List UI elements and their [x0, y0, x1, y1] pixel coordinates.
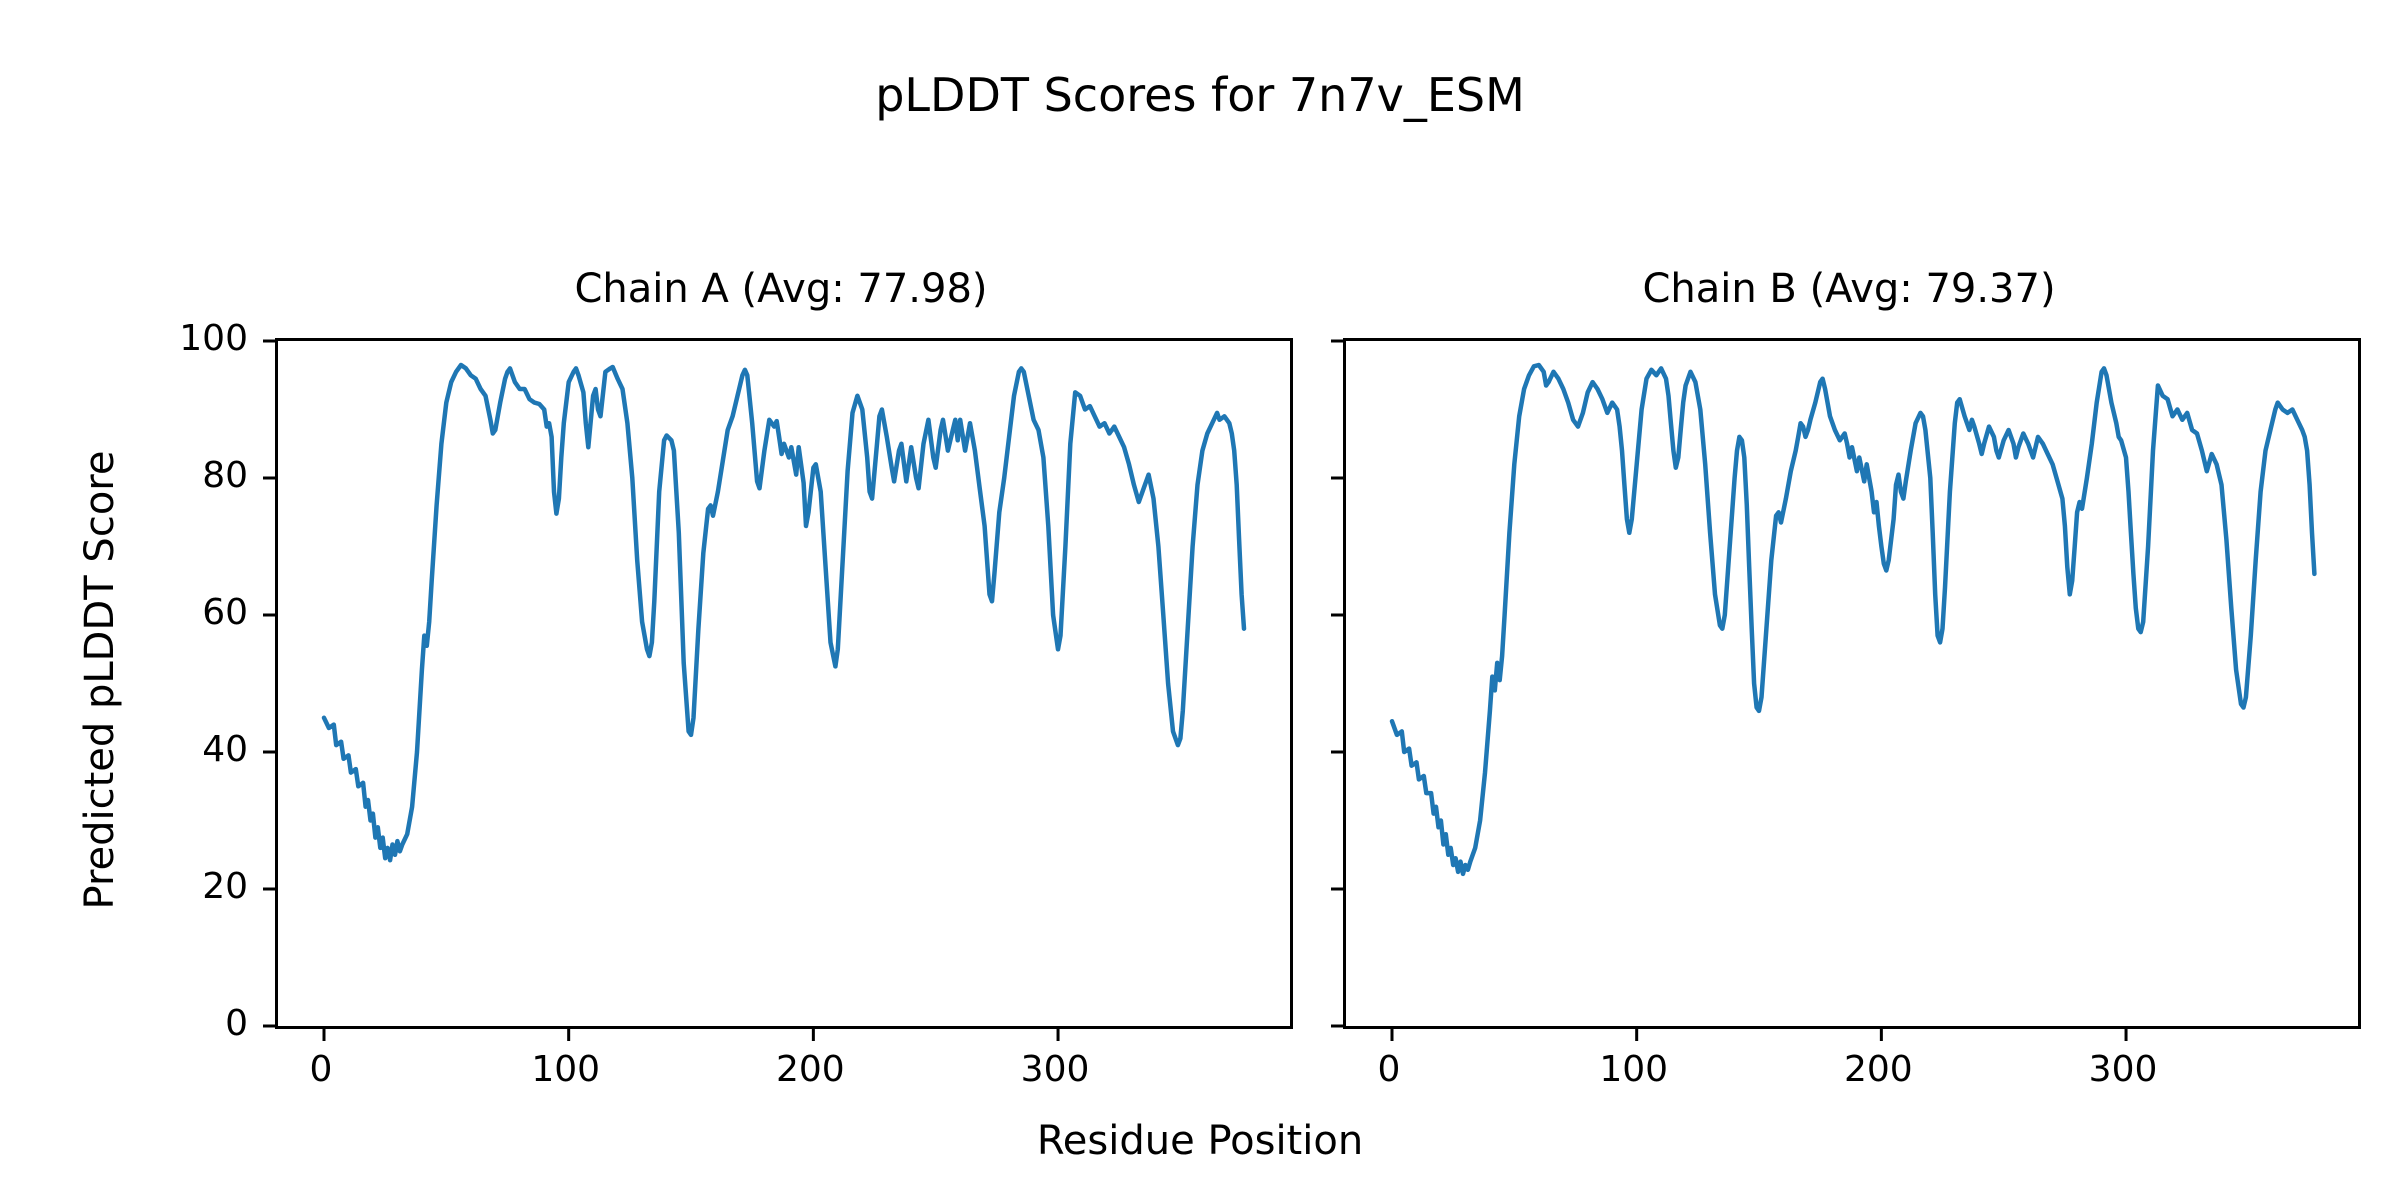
y-tick-label: 20 — [202, 866, 248, 907]
y-tick-label: 100 — [179, 318, 248, 359]
plot-area-chain-b — [1331, 338, 2361, 1041]
chart-svg-chain-a — [263, 339, 1247, 1041]
x-tick-label: 200 — [1844, 1049, 1913, 1090]
x-tick-label: 0 — [309, 1049, 333, 1090]
x-tick-label: 0 — [1377, 1049, 1401, 1090]
y-axis-label: Predicted pLDDT Score — [77, 450, 123, 910]
y-tick-label: 60 — [202, 592, 248, 633]
chart-svg-chain-b — [1331, 339, 2317, 1041]
subplot-title-chain-a: Chain A (Avg: 77.98) — [574, 266, 988, 312]
y-tick-label: 40 — [202, 729, 248, 770]
y-tick-label: 80 — [202, 455, 248, 496]
x-tick-label: 100 — [1599, 1049, 1669, 1090]
plot-area-chain-a — [263, 338, 1293, 1041]
x-tick-label: 300 — [2088, 1049, 2158, 1090]
x-tick-label: 100 — [531, 1049, 601, 1090]
figure-title: pLDDT Scores for 7n7v_ESM — [875, 68, 1525, 122]
subplot-title-chain-b: Chain B (Avg: 79.37) — [1642, 266, 2056, 312]
x-tick-label: 300 — [1020, 1049, 1090, 1090]
plddt-line-chain-a — [321, 362, 1247, 863]
x-axis-label: Residue Position — [1036, 1118, 1364, 1164]
x-tick-label: 200 — [776, 1049, 845, 1090]
plddt-line-chain-b — [1389, 362, 2317, 877]
y-tick-label: 0 — [225, 1003, 248, 1044]
